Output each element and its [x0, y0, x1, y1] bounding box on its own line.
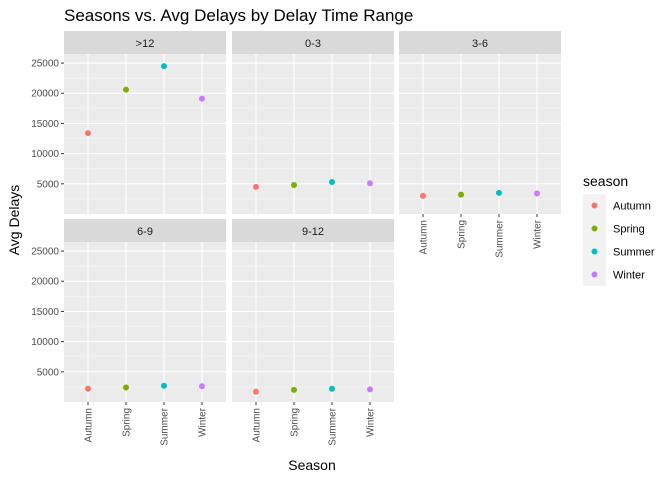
data-point [161, 382, 167, 389]
y-tick-label: 15000 [31, 119, 59, 130]
facet-label: 0-3 [305, 38, 321, 50]
chart-title: Seasons vs. Avg Delays by Delay Time Ran… [64, 6, 413, 25]
panel-background [399, 54, 561, 214]
data-point [291, 386, 297, 393]
data-point [329, 179, 335, 185]
x-tick-label: Winter [366, 407, 377, 437]
facet-strip [232, 31, 394, 54]
y-tick-label: 15000 [31, 307, 59, 318]
legend-label: Spring [613, 224, 645, 236]
legend-title: season [583, 173, 628, 189]
x-tick-label: Winter [533, 219, 544, 249]
data-point [458, 191, 464, 198]
legend-point [591, 225, 598, 232]
x-tick-label: Spring [457, 220, 468, 249]
x-axis-title: Season [288, 457, 335, 473]
x-tick-label: Summer [328, 407, 339, 445]
panel-body: Autumn Spring Summer Winter [232, 242, 394, 446]
legend-label: Summer [613, 247, 655, 259]
facet-panels: >12 5000 10000 15000 20000 25000 0-3 3-6 Autumn S… [31, 31, 561, 446]
x-tick-label: Summer [160, 407, 171, 445]
data-point [253, 183, 259, 190]
legend-point [591, 271, 598, 278]
data-point [291, 182, 297, 189]
y-tick-label: 5000 [37, 179, 60, 190]
panel-body: 5000 10000 15000 20000 25000 [31, 54, 226, 214]
legend-point [591, 202, 598, 209]
data-point [329, 385, 335, 392]
x-tick-label: Spring [290, 408, 301, 437]
facet-panel: 9-12 Autumn Spring Summer Winter [232, 219, 394, 446]
y-tick-label: 25000 [31, 247, 59, 258]
data-point [199, 383, 205, 390]
facet-label: >12 [136, 38, 155, 50]
facet-strip [64, 31, 226, 54]
legend: season Autumn Spring Summer Winter [583, 173, 655, 286]
panel-background [232, 54, 394, 214]
x-tick-label: Winter [198, 407, 209, 437]
data-point [85, 130, 91, 137]
x-tick-label: Spring [122, 408, 133, 437]
facet-label: 9-12 [302, 226, 324, 238]
y-axis-title: Avg Delays [6, 185, 22, 256]
y-tick-label: 5000 [37, 367, 60, 378]
y-tick-label: 10000 [31, 337, 59, 348]
data-point [161, 63, 167, 70]
x-tick-label: Autumn [419, 220, 430, 254]
legend-point [591, 248, 598, 255]
panel-background [64, 54, 226, 214]
y-tick-label: 25000 [31, 59, 59, 70]
data-point [496, 189, 502, 196]
facet-panel: 6-9 5000 10000 15000 20000 25000 Autumn Spring S… [31, 219, 226, 446]
facet-panel: 0-3 [232, 31, 394, 214]
facet-strip [232, 219, 394, 242]
data-point [420, 192, 426, 199]
y-tick-label: 20000 [31, 89, 59, 100]
panel-body: 5000 10000 15000 20000 25000 Autumn Spring Summ… [31, 242, 226, 446]
facet-strip [64, 219, 226, 242]
data-point [253, 388, 259, 395]
facet-label: 3-6 [472, 38, 488, 50]
x-tick-label: Autumn [252, 408, 263, 442]
facet-label: 6-9 [137, 226, 153, 238]
data-point [367, 180, 373, 187]
panel-background [232, 242, 394, 402]
y-tick-label: 10000 [31, 149, 59, 160]
x-tick-label: Summer [495, 219, 506, 257]
panel-body [232, 54, 394, 214]
data-point [534, 190, 540, 197]
data-point [85, 385, 91, 392]
data-point [367, 386, 373, 393]
panel-background [64, 242, 226, 402]
legend-label: Winter [613, 270, 645, 282]
data-point [123, 86, 129, 93]
x-tick-label: Autumn [84, 408, 95, 442]
data-point [123, 384, 129, 391]
facet-strip [399, 31, 561, 54]
facet-panel: >12 5000 10000 15000 20000 25000 [31, 31, 226, 214]
legend-label: Autumn [613, 201, 651, 213]
y-tick-label: 20000 [31, 277, 59, 288]
panel-body: Autumn Spring Summer Winter [399, 54, 561, 258]
data-point [199, 95, 205, 102]
facet-panel: 3-6 Autumn Spring Summer Winter [399, 31, 561, 258]
